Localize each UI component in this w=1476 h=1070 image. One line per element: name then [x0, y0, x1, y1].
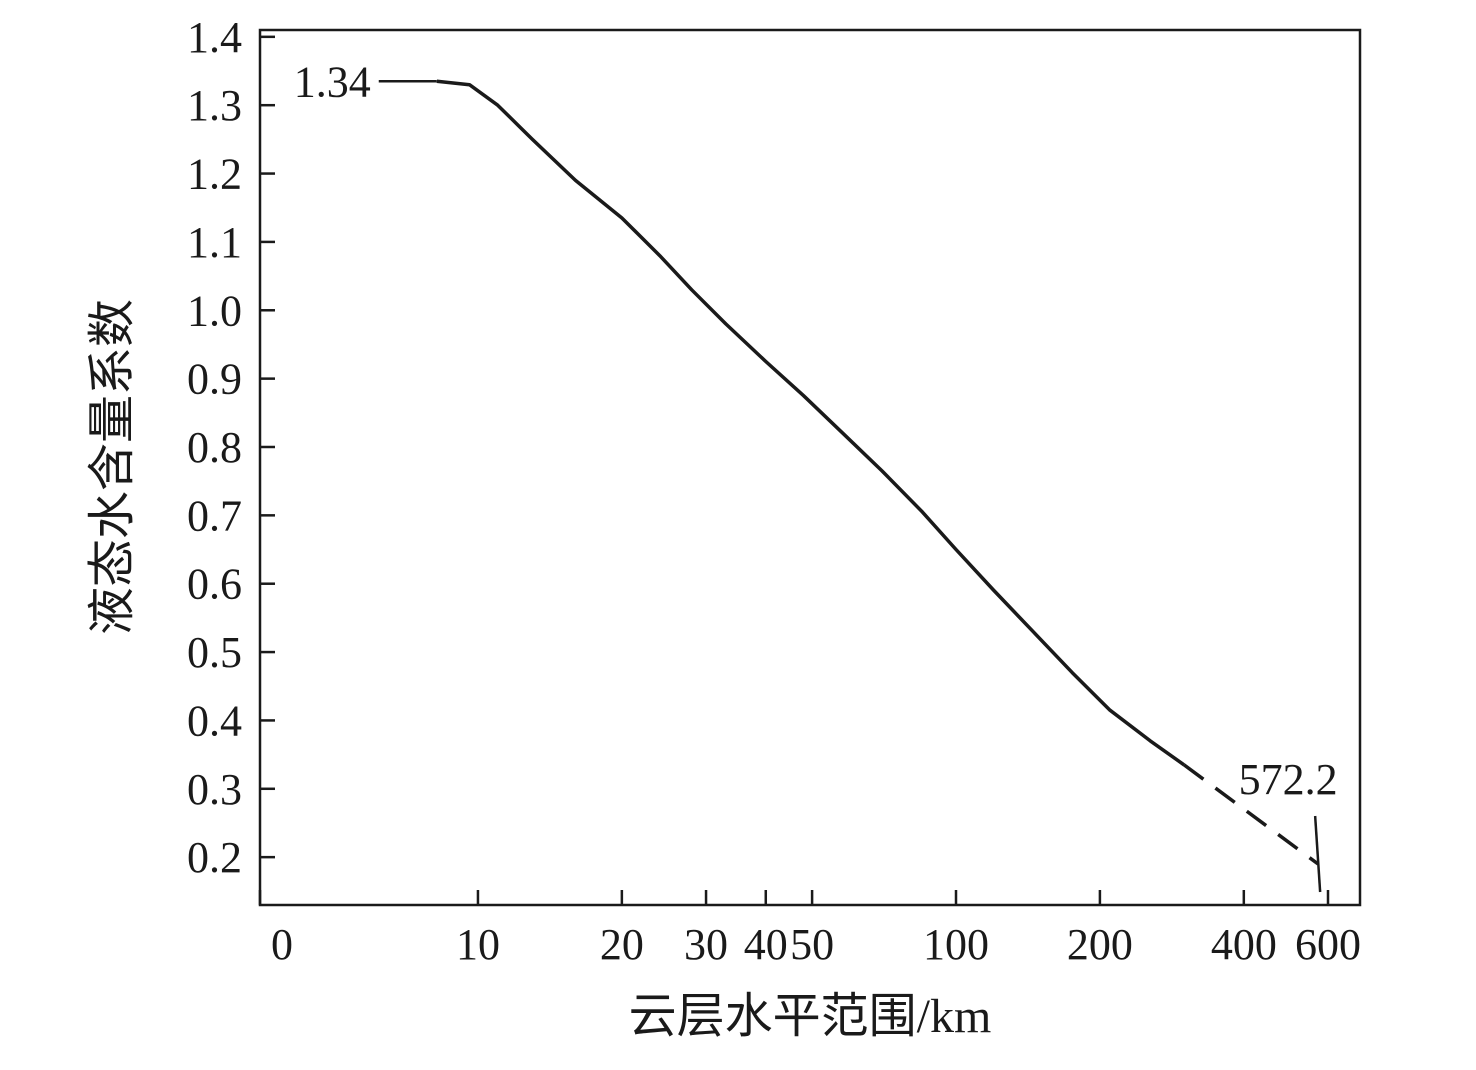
y-tick-label: 0.6	[187, 560, 242, 609]
y-tick-label: 0.2	[187, 833, 242, 882]
y-tick-label: 1.3	[187, 81, 242, 130]
annotation-label: 1.34	[294, 57, 371, 106]
x-axis-label: 云层水平范围/km	[629, 990, 992, 1043]
y-tick-label: 1.1	[187, 218, 242, 267]
y-tick-label: 0.3	[187, 765, 242, 814]
y-tick-label: 1.2	[187, 150, 242, 199]
x-tick-label: 20	[600, 920, 644, 969]
x-tick-label: 200	[1067, 920, 1133, 969]
y-tick-label: 1.4	[187, 13, 242, 62]
x-tick-label: 400	[1211, 920, 1277, 969]
annotation-label: 572.2	[1239, 755, 1338, 804]
y-tick-label: 0.4	[187, 696, 242, 745]
x-tick-label: 0	[271, 920, 293, 969]
y-tick-label: 1.0	[187, 286, 242, 335]
x-tick-label: 40	[744, 920, 788, 969]
y-tick-label: 0.8	[187, 423, 242, 472]
annotation-leader	[1313, 815, 1322, 893]
chart-layer: 0.2 0.3 0.4 0.5 0.6 0.7 0.8 0.9 1.0 1.1 1.2 1.3 1.4 0…	[187, 13, 1362, 969]
y-tick-label: 0.5	[187, 628, 242, 677]
x-tick-label: 600	[1295, 920, 1361, 969]
y-axis-label: 液态水含量系数	[86, 299, 139, 635]
x-tick-label: 10	[456, 920, 500, 969]
y-tick-label: 0.9	[187, 355, 242, 404]
x-tick-label: 50	[790, 920, 834, 969]
x-tick-label: 100	[923, 920, 989, 969]
series-liquid-water-coefficient-extrapolated	[1183, 763, 1320, 866]
x-tick-label: 30	[684, 920, 728, 969]
series-liquid-water-coefficient-solid	[436, 79, 1186, 767]
y-tick-label: 0.7	[187, 491, 242, 540]
plot-frame	[258, 28, 1362, 907]
